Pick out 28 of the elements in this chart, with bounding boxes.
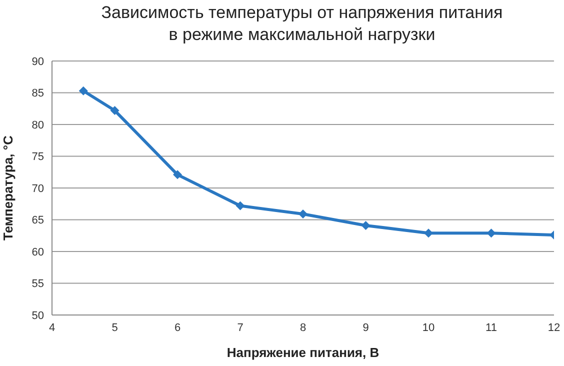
y-tick-label: 80	[32, 119, 44, 132]
y-tick-label: 55	[32, 278, 44, 290]
y-tick-label: 85	[32, 88, 44, 100]
point	[424, 228, 433, 238]
y-tick-label: 50	[32, 310, 44, 322]
point	[110, 106, 120, 116]
x-axis-title: Напряжение питания, В	[226, 345, 380, 360]
y-tick-label: 60	[32, 246, 44, 258]
x-tick-label: 7	[237, 322, 244, 334]
point	[361, 220, 370, 230]
x-tick-label: 4	[48, 322, 56, 334]
y-axis-title: Температура, °C	[0, 134, 16, 240]
y-tick-label: 65	[32, 214, 44, 227]
x-tick-label: 10	[422, 322, 435, 334]
x-tick-label: 9	[362, 322, 369, 334]
y-tick-label: 75	[32, 151, 44, 164]
x-tick-label: 6	[174, 322, 181, 334]
x-tick-label: 8	[300, 322, 306, 334]
point	[298, 210, 308, 219]
x-tick-label: 12	[548, 322, 560, 334]
point	[236, 201, 245, 210]
y-tick-label: 90	[32, 56, 44, 68]
point	[173, 170, 182, 180]
y-tick-label: 70	[32, 182, 44, 195]
point	[78, 86, 88, 96]
x-tick-label: 5	[112, 322, 118, 334]
x-tick-label: 11	[486, 322, 497, 334]
chart-title: Зависимость температуры от напряжения питания в режиме максимальной нагрузки	[100, 2, 504, 46]
